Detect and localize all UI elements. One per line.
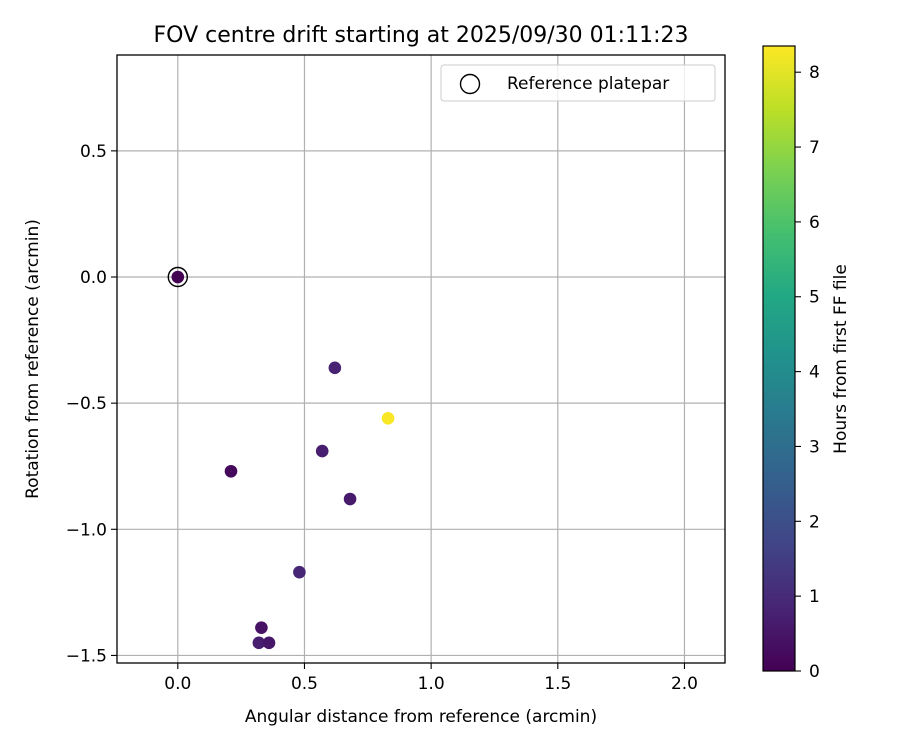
x-tick-label: 2.0 xyxy=(671,674,698,694)
colorbar-tick-label: 3 xyxy=(809,437,820,457)
y-tick-label: −1.0 xyxy=(66,520,107,540)
chart-title: FOV centre drift starting at 2025/09/30 … xyxy=(154,23,689,48)
y-tick-label: 0.0 xyxy=(80,268,107,288)
legend-box xyxy=(440,64,716,102)
colorbar-tick-label: 2 xyxy=(809,512,820,532)
grid xyxy=(117,55,725,663)
colorbar-label: Hours from first FF file xyxy=(831,264,851,454)
data-point xyxy=(262,636,276,650)
scatter-points xyxy=(167,266,395,650)
legend-marker-reference xyxy=(459,73,481,95)
colorbar-tick-label: 7 xyxy=(809,138,820,158)
colorbar-gradient xyxy=(762,45,796,672)
data-point xyxy=(224,464,238,478)
legend-label-reference: Reference platepar xyxy=(507,74,669,94)
colorbar: 0 1 2 3 4 5 6 7 8 Hours from first FF file xyxy=(762,45,851,682)
colorbar-tick-label: 4 xyxy=(809,363,820,383)
x-tick-label: 0.0 xyxy=(164,674,191,694)
colorbar-tick-label: 5 xyxy=(809,288,820,308)
legend: Reference platepar xyxy=(440,64,716,102)
data-point xyxy=(255,621,268,634)
colorbar-tick-label: 1 xyxy=(809,587,820,607)
data-point xyxy=(252,636,266,650)
x-axis-label: Angular distance from reference (arcmin) xyxy=(245,707,597,727)
y-tick-label: −0.5 xyxy=(66,394,107,414)
colorbar-tick-label: 8 xyxy=(809,63,820,83)
data-point xyxy=(315,444,329,458)
x-tick-label: 0.5 xyxy=(291,674,318,694)
colorbar-tick-label: 0 xyxy=(809,662,820,682)
axis-ticks: 0.0 0.5 1.0 1.5 2.0 0.5 0.0 −0.5 −1.0 −1.5 xyxy=(66,142,698,694)
data-point xyxy=(293,565,306,579)
data-point xyxy=(171,270,185,284)
plot-area-frame xyxy=(116,54,726,664)
colorbar-ticks: 0 1 2 3 4 5 6 7 8 xyxy=(795,63,820,682)
data-point xyxy=(381,411,395,425)
x-tick-label: 1.5 xyxy=(544,674,571,694)
data-point xyxy=(343,492,357,506)
reference-marker xyxy=(167,266,189,288)
y-axis-label: Rotation from reference (arcmin) xyxy=(23,219,43,499)
x-tick-label: 1.0 xyxy=(418,674,445,694)
y-tick-label: 0.5 xyxy=(80,142,107,162)
data-point xyxy=(328,361,342,375)
colorbar-tick-label: 6 xyxy=(809,213,820,233)
y-tick-label: −1.5 xyxy=(66,646,107,666)
